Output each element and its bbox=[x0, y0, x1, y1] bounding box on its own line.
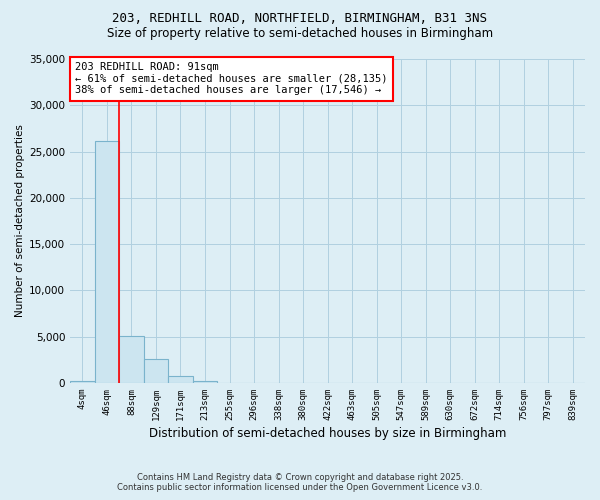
Y-axis label: Number of semi-detached properties: Number of semi-detached properties bbox=[15, 124, 25, 318]
Text: 203 REDHILL ROAD: 91sqm
← 61% of semi-detached houses are smaller (28,135)
38% o: 203 REDHILL ROAD: 91sqm ← 61% of semi-de… bbox=[76, 62, 388, 96]
X-axis label: Distribution of semi-detached houses by size in Birmingham: Distribution of semi-detached houses by … bbox=[149, 427, 506, 440]
Bar bbox=[70, 381, 95, 383]
Bar bbox=[144, 359, 168, 383]
Bar bbox=[168, 376, 193, 383]
Text: 203, REDHILL ROAD, NORTHFIELD, BIRMINGHAM, B31 3NS: 203, REDHILL ROAD, NORTHFIELD, BIRMINGHA… bbox=[113, 12, 487, 26]
Bar bbox=[119, 336, 144, 383]
Bar bbox=[193, 381, 217, 383]
Text: Contains HM Land Registry data © Crown copyright and database right 2025.
Contai: Contains HM Land Registry data © Crown c… bbox=[118, 473, 482, 492]
Text: Size of property relative to semi-detached houses in Birmingham: Size of property relative to semi-detach… bbox=[107, 28, 493, 40]
Bar bbox=[95, 142, 119, 383]
